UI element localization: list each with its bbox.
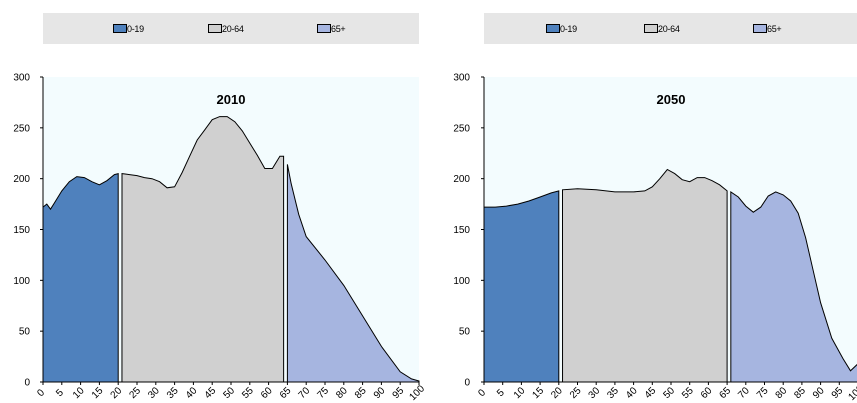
- x-tick-label: 100: [846, 383, 857, 403]
- x-tick-label: 5: [495, 387, 507, 399]
- legend-swatch: [753, 24, 767, 33]
- y-tick-label: 300: [13, 73, 30, 84]
- legend-item-65plus: 65+: [753, 23, 782, 34]
- x-tick-label: 100: [407, 383, 427, 403]
- area-series-20-64: [561, 168, 728, 383]
- area-series-0-19: [483, 190, 560, 383]
- x-tick-label: 35: [165, 385, 181, 401]
- x-tick-label: 15: [90, 385, 106, 401]
- legend-label: 65+: [331, 23, 346, 34]
- y-tick-label: 50: [19, 327, 31, 338]
- x-tick-label: 50: [661, 385, 677, 401]
- legend-label: 20-64: [658, 23, 680, 34]
- x-tick-label: 80: [334, 385, 350, 401]
- x-tick-label: 90: [372, 385, 388, 401]
- x-tick-label: 95: [391, 385, 407, 401]
- legend-item-20-64: 20-64: [208, 23, 244, 34]
- area-series-0-19: [42, 172, 119, 383]
- x-tick-label: 15: [531, 385, 547, 401]
- y-tick-label: 300: [453, 73, 470, 84]
- x-tick-label: 60: [259, 385, 275, 401]
- y-tick-label: 200: [453, 174, 470, 185]
- y-tick-label: 200: [13, 174, 30, 185]
- legend-swatch: [644, 24, 658, 33]
- x-tick-label: 20: [109, 385, 125, 401]
- legend: 0-19 20-64 65+: [43, 13, 419, 44]
- y-tick-label: 50: [459, 327, 471, 338]
- x-tick-label: 80: [774, 385, 790, 401]
- x-tick-label: 75: [755, 385, 771, 401]
- chart-title: 2050: [657, 92, 686, 107]
- chart-panel-2010: 0-19 20-64 65+ 0 50 100 150 200 250 300 0 5 10 15 20 2…: [0, 0, 428, 403]
- legend-swatch: [208, 24, 222, 33]
- x-tick-label: 0: [35, 387, 47, 399]
- chart-title: 2010: [217, 92, 246, 107]
- x-tick-label: 5: [54, 387, 66, 399]
- x-tick-label: 25: [568, 385, 584, 401]
- legend-label: 0-19: [127, 23, 144, 34]
- x-tick-label: 20: [549, 385, 565, 401]
- y-tick-label: 150: [453, 225, 470, 236]
- x-tick-label: 55: [240, 385, 256, 401]
- legend-item-20-64: 20-64: [644, 23, 680, 34]
- legend-swatch: [113, 24, 127, 33]
- legend-swatch: [317, 24, 331, 33]
- legend-swatch: [546, 24, 560, 33]
- legend-item-0-19: 0-19: [546, 23, 577, 34]
- x-tick-label: 90: [811, 385, 827, 401]
- x-tick-label: 10: [512, 385, 528, 401]
- x-tick-label: 95: [830, 385, 846, 401]
- x-tick-label: 45: [203, 385, 219, 401]
- y-tick-label: 100: [453, 276, 470, 287]
- x-tick-label: 30: [587, 385, 603, 401]
- legend-label: 65+: [767, 23, 782, 34]
- y-tick-label: 0: [464, 378, 470, 389]
- y-tick-label: 0: [24, 378, 30, 389]
- x-tick-label: 30: [146, 385, 162, 401]
- x-tick-label: 35: [605, 385, 621, 401]
- area-series-65plus: [730, 190, 857, 383]
- y-tick-label: 250: [13, 123, 30, 134]
- legend-label: 0-19: [560, 23, 577, 34]
- y-tick-label: 150: [13, 225, 30, 236]
- y-tick-label: 100: [13, 276, 30, 287]
- x-tick-label: 40: [184, 385, 200, 401]
- x-tick-label: 65: [278, 385, 294, 401]
- legend-item-0-19: 0-19: [113, 23, 144, 34]
- legend: 0-19 20-64 65+: [484, 13, 857, 44]
- x-tick-label: 65: [718, 385, 734, 401]
- chart-panel-2050: 0-19 20-64 65+ 0 50 100 150 200 250 300 0 5 10 15 20 2…: [429, 0, 857, 403]
- legend-item-65plus: 65+: [317, 23, 346, 34]
- x-tick-label: 75: [315, 385, 331, 401]
- x-tick-label: 70: [736, 385, 752, 401]
- y-tick-label: 250: [453, 123, 470, 134]
- legend-label: 20-64: [222, 23, 244, 34]
- x-tick-label: 25: [127, 385, 143, 401]
- x-tick-label: 85: [792, 385, 808, 401]
- area-series-65plus: [286, 164, 420, 383]
- x-tick-label: 55: [680, 385, 696, 401]
- x-tick-label: 45: [643, 385, 659, 401]
- x-tick-label: 70: [297, 385, 313, 401]
- x-tick-label: 0: [476, 387, 488, 399]
- x-tick-label: 50: [221, 385, 237, 401]
- x-tick-label: 60: [699, 385, 715, 401]
- x-tick-label: 10: [71, 385, 87, 401]
- x-tick-label: 85: [353, 385, 369, 401]
- area-series-20-64: [121, 116, 285, 383]
- x-tick-label: 40: [624, 385, 640, 401]
